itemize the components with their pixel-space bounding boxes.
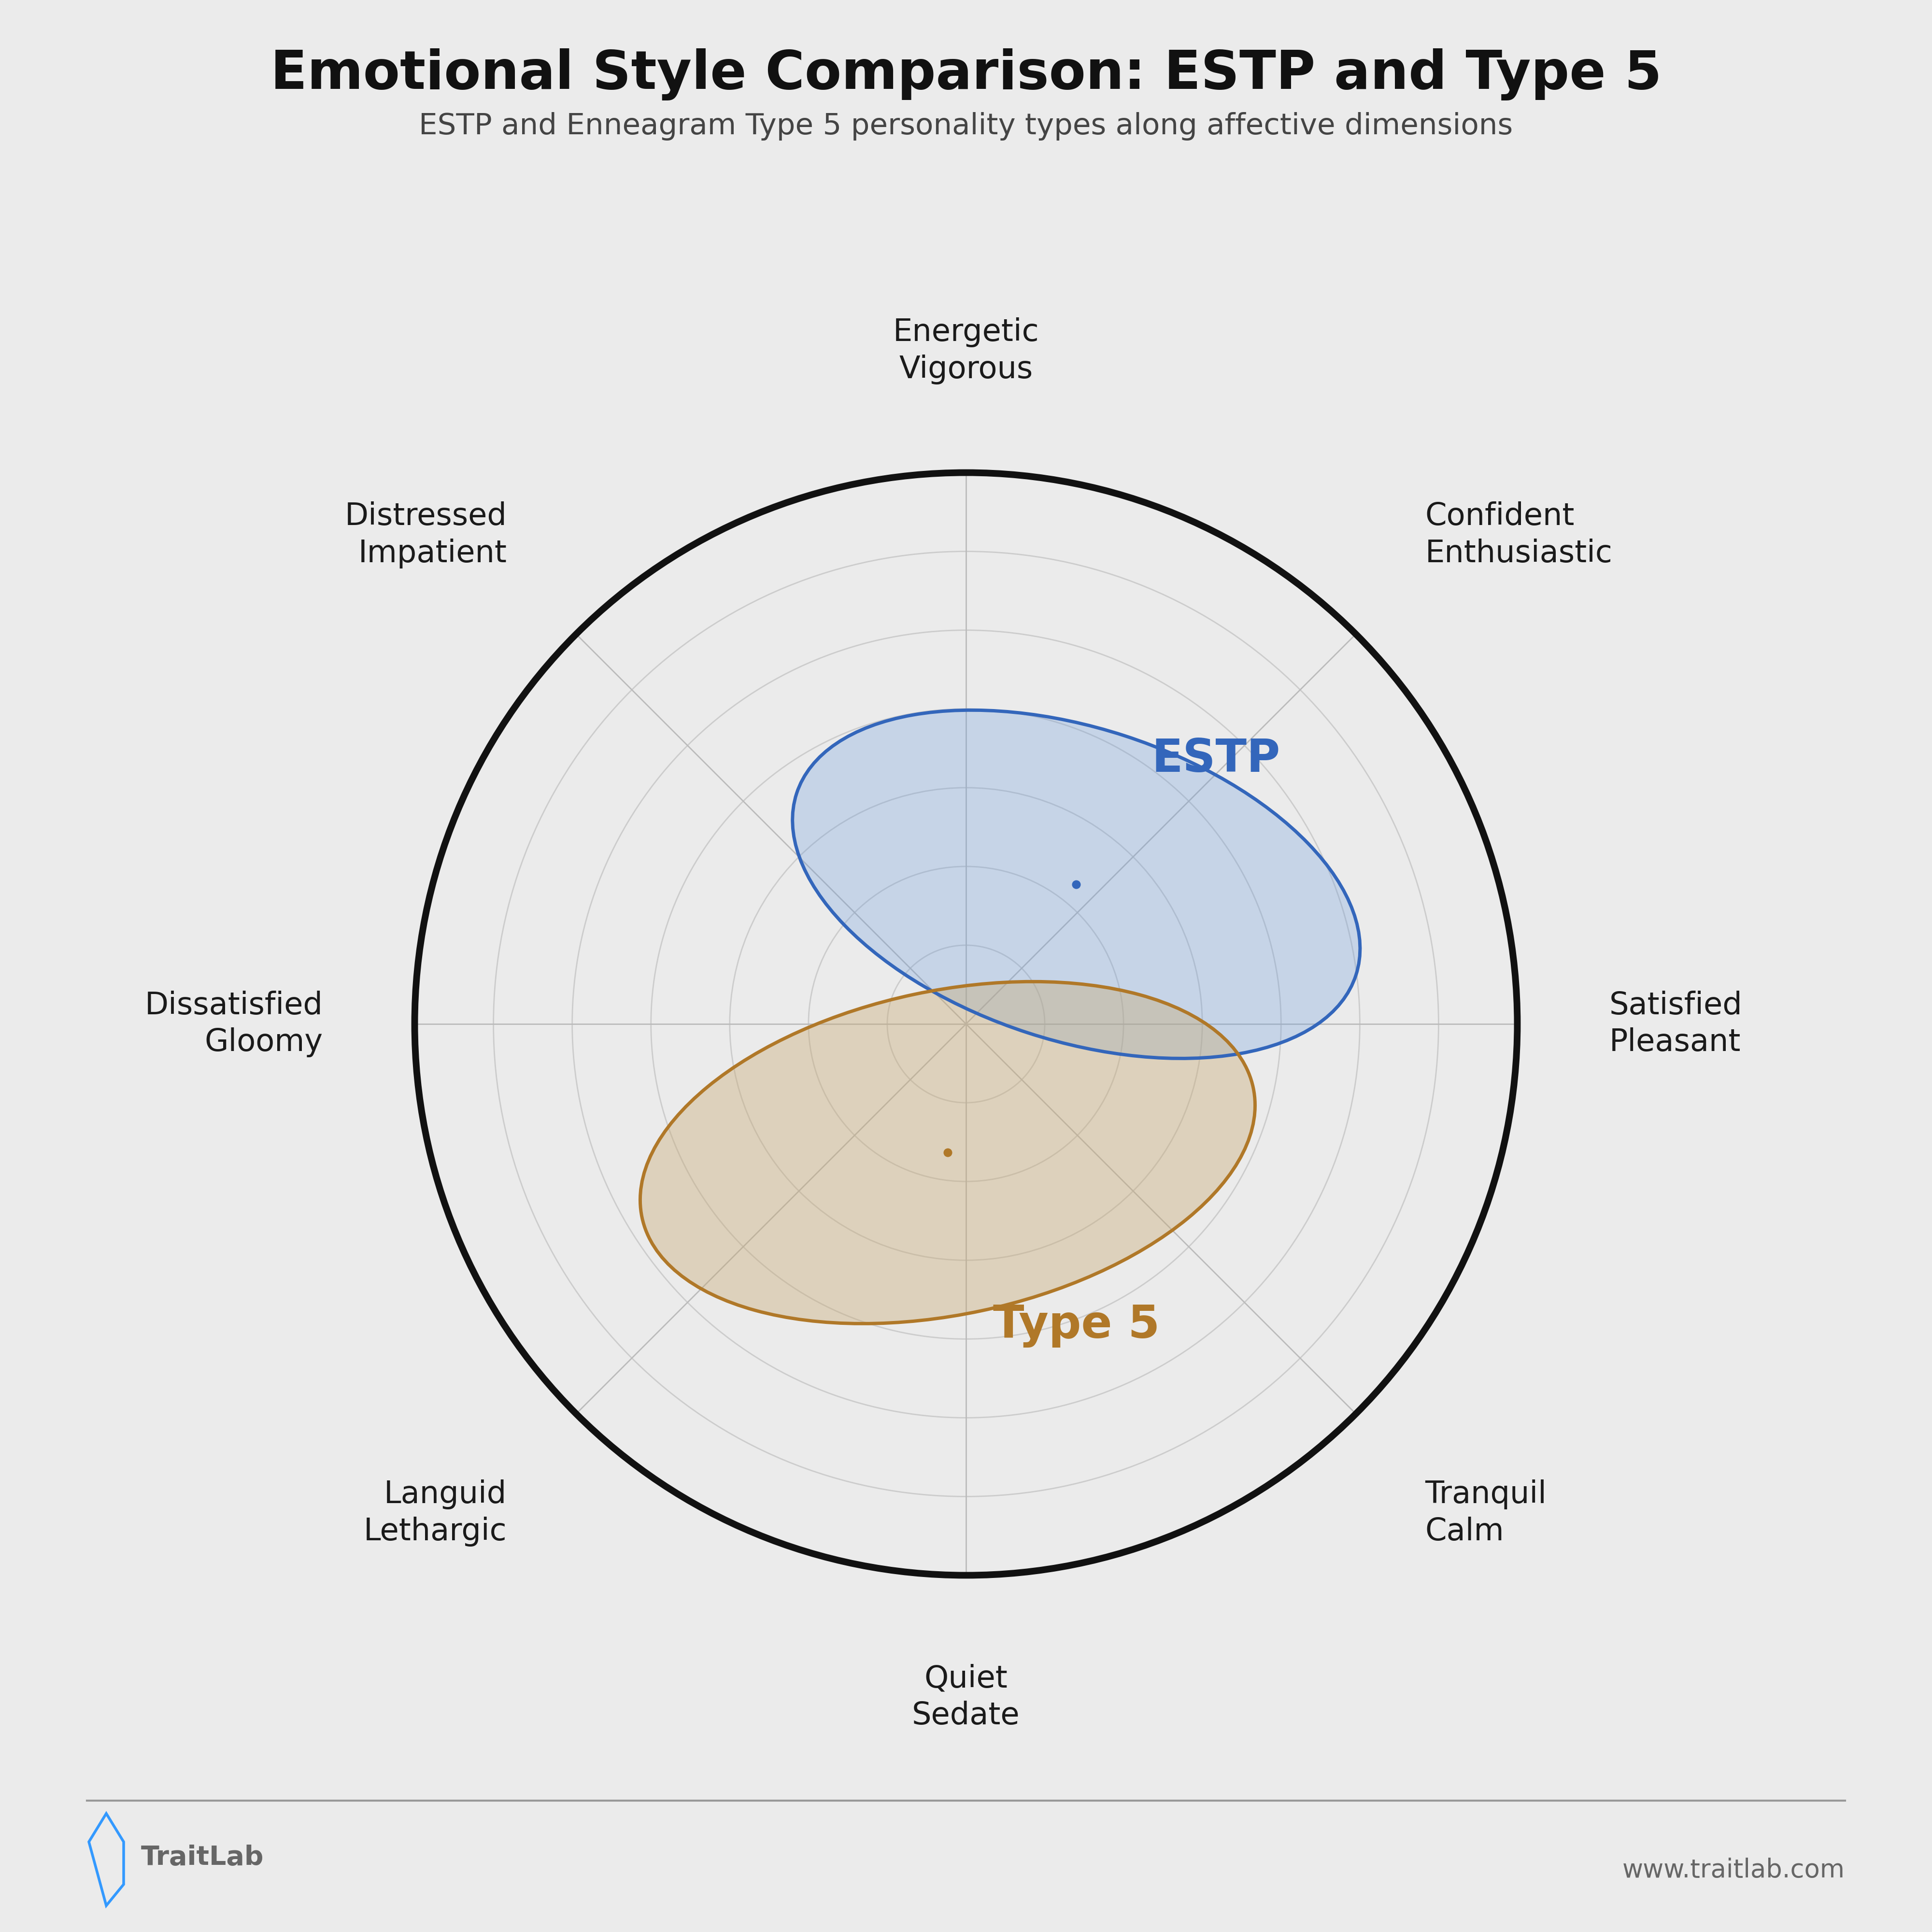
Text: Satisfied
Pleasant: Satisfied Pleasant [1609,991,1743,1057]
Text: ESTP: ESTP [1151,738,1281,782]
Text: Distressed
Impatient: Distressed Impatient [344,502,506,568]
Ellipse shape [792,711,1360,1059]
Ellipse shape [639,981,1256,1323]
Text: Energetic
Vigorous: Energetic Vigorous [893,317,1039,384]
Text: www.traitlab.com: www.traitlab.com [1623,1859,1845,1882]
Text: TraitLab: TraitLab [141,1845,265,1870]
Text: Quiet
Sedate: Quiet Sedate [912,1663,1020,1731]
Text: Confident
Enthusiastic: Confident Enthusiastic [1426,502,1613,568]
Text: Languid
Lethargic: Languid Lethargic [363,1480,506,1546]
Text: Dissatisfied
Gloomy: Dissatisfied Gloomy [145,991,323,1057]
Text: Type 5: Type 5 [993,1302,1159,1349]
Text: Tranquil
Calm: Tranquil Calm [1426,1480,1548,1546]
Text: Emotional Style Comparison: ESTP and Type 5: Emotional Style Comparison: ESTP and Typ… [270,48,1662,100]
Text: ESTP and Enneagram Type 5 personality types along affective dimensions: ESTP and Enneagram Type 5 personality ty… [419,112,1513,141]
